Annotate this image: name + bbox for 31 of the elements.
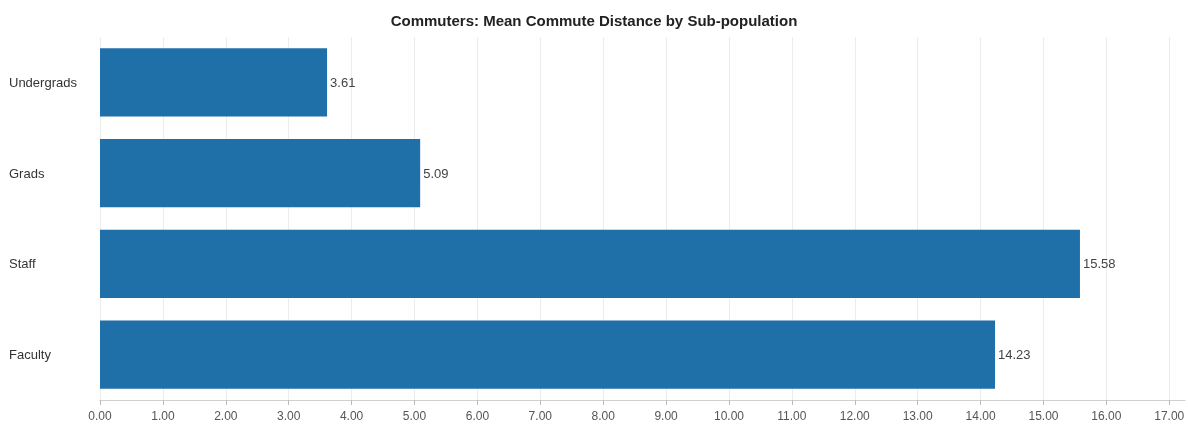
bar [100,320,996,389]
x-tick-label: 10.00 [713,409,745,423]
x-tick-label: 13.00 [902,409,934,423]
x-tick-label: 8.00 [591,409,616,423]
bar [100,48,328,117]
x-tick-label: 1.00 [151,409,175,423]
x-tick-label: 11.00 [777,409,807,423]
x-tick-label: 2.00 [214,409,238,423]
data-label: 14.23 [998,347,1031,363]
y-tick-label: Faculty [9,347,52,363]
bar [100,229,1080,298]
x-tick-label: 14.00 [965,409,996,423]
x-tick-label: 7.00 [528,409,553,423]
x-tick-label: 5.00 [402,409,427,423]
y-tick-label: Grads [9,165,45,181]
data-label: 3.61 [330,74,356,90]
data-label: 15.58 [1082,256,1116,272]
x-tick-label: 9.00 [654,409,679,423]
x-tick-label: 15.00 [1028,409,1059,423]
x-tick-label: 17.00 [1154,409,1185,423]
chart-title: Commuters: Mean Commute Distance by Sub-population [390,12,798,29]
data-label: 5.09 [423,165,449,181]
x-tick-label: 16.00 [1091,409,1122,423]
y-tick-label: Staff [9,256,36,272]
x-tick-label: 4.00 [339,409,364,423]
x-tick-label: 6.00 [465,409,490,423]
y-tick-label: Undergrads [9,74,78,90]
x-tick-label: 3.00 [277,409,301,423]
x-tick-label: 12.00 [839,409,871,423]
bar [100,139,421,208]
x-tick-label: 0.00 [88,409,112,423]
